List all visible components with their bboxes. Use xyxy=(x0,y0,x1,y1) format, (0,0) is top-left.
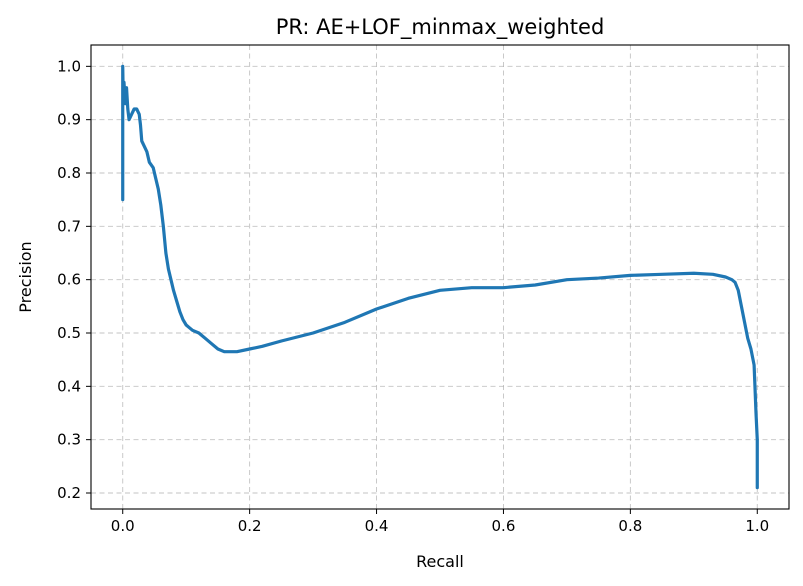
y-tick-label: 0.7 xyxy=(57,217,81,235)
y-tick-label: 1.0 xyxy=(57,57,81,75)
x-tick-label: 0.4 xyxy=(365,517,389,535)
x-tick-label: 0.6 xyxy=(492,517,516,535)
y-tick-label: 0.4 xyxy=(57,377,81,395)
series-layer xyxy=(121,64,759,490)
y-tick-label: 0.5 xyxy=(57,324,81,342)
x-tick-label: 0.0 xyxy=(111,517,135,535)
x-tick-label: 1.0 xyxy=(745,517,769,535)
y-axis-ticks: 0.2 0.3 0.4 0.5 0.6 0.7 0.8 0.9 1.0 xyxy=(57,57,91,502)
y-tick-label: 0.8 xyxy=(57,164,81,182)
y-axis-label: Precision xyxy=(16,241,35,312)
y-tick-label: 0.6 xyxy=(57,271,81,289)
x-tick-label: 0.8 xyxy=(618,517,642,535)
chart-title: PR: AE+LOF_minmax_weighted xyxy=(276,15,605,40)
x-tick-label: 0.2 xyxy=(238,517,262,535)
x-axis-label: Recall xyxy=(416,552,464,571)
axes-frame xyxy=(90,44,790,510)
x-axis-ticks: 0.0 0.2 0.4 0.6 0.8 1.0 xyxy=(111,509,769,535)
pr-curve-line xyxy=(121,64,759,490)
y-tick-label: 0.2 xyxy=(57,484,81,502)
y-tick-label: 0.9 xyxy=(57,111,81,129)
y-tick-label: 0.3 xyxy=(57,431,81,449)
